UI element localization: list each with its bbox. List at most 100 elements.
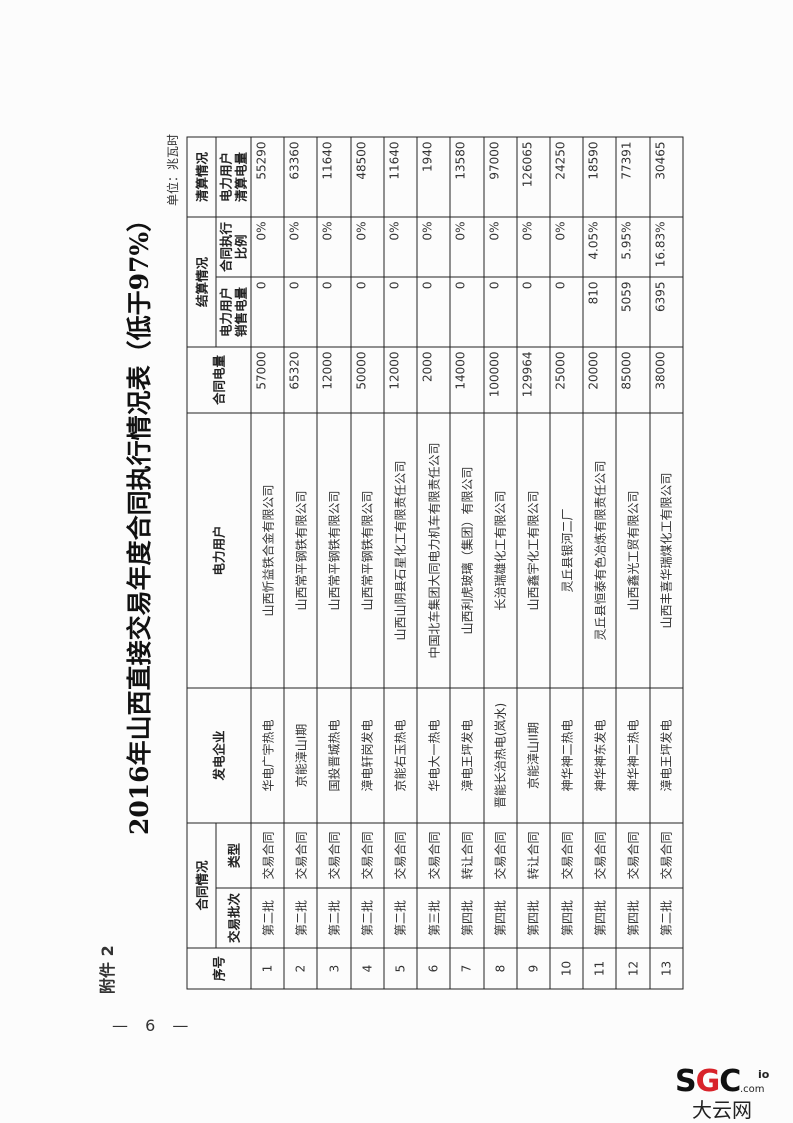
cell-contract: 2000 xyxy=(416,346,450,413)
table-row: 5 第二批 交易合同 京能右玉热电 山西山阴县石星化工有限责任公司 12000 0 0% 116… xyxy=(383,136,417,989)
cell-ratio: 0% xyxy=(250,216,284,277)
header-type: 类型 xyxy=(215,822,251,888)
cell-generator: 神华神二热电 xyxy=(549,687,583,823)
cell-cleared: 48500 xyxy=(350,136,384,217)
cell-contract: 14000 xyxy=(449,346,484,413)
cell-sold: 0 xyxy=(316,276,351,347)
cell-contract: 38000 xyxy=(649,346,683,413)
header-generator: 发电企业 xyxy=(186,687,251,823)
cell-batch: 第四批 xyxy=(549,887,583,948)
header-sold-volume: 电力用户 销售电量 xyxy=(215,276,251,347)
cell-seq: 5 xyxy=(383,947,417,989)
cell-customer: 山西丰喜华瑞煤化工有限公司 xyxy=(649,412,683,688)
cell-batch: 第二批 xyxy=(649,887,683,948)
cell-customer: 山西利虎玻璃（集团）有限公司 xyxy=(449,412,484,688)
cell-customer: 山西常平钢铁有限公司 xyxy=(283,412,317,688)
cell-contract: 12000 xyxy=(383,346,417,413)
logo-domain: .com xyxy=(740,1084,765,1095)
cell-customer: 中国北车集团大同电力机车有限责任公司 xyxy=(416,412,450,688)
cell-ratio: 0% xyxy=(350,216,384,277)
header-seq: 序号 xyxy=(186,947,251,989)
cell-customer: 山西常平钢铁有限公司 xyxy=(350,412,384,688)
cell-generator: 神华神二热电 xyxy=(615,687,650,823)
cell-type: 交易合同 xyxy=(483,822,517,888)
cell-cleared: 55290 xyxy=(250,136,284,217)
table-row: 1 第二批 交易合同 华电广宇热电 山西忻益铁合金有限公司 57000 0 0% 55290 xyxy=(250,136,284,989)
cell-contract: 25000 xyxy=(549,346,583,413)
cell-seq: 11 xyxy=(582,947,616,989)
cell-generator: 京能漳山I期 xyxy=(283,687,317,823)
cell-cleared: 11640 xyxy=(383,136,417,217)
cell-ratio: 0% xyxy=(283,216,317,277)
cell-generator: 京能漳山II期 xyxy=(516,687,550,823)
cell-type: 交易合同 xyxy=(582,822,616,888)
cell-ratio: 16.83% xyxy=(649,216,683,277)
table-row: 12 第四批 交易合同 神华神二热电 山西鑫光工贸有限公司 85000 5059 5.95% 7… xyxy=(615,136,650,989)
cell-generator: 漳电轩岗发电 xyxy=(350,687,384,823)
cell-seq: 7 xyxy=(449,947,484,989)
header-contract-volume: 合同电量 xyxy=(186,346,251,413)
table-row: 6 第三批 交易合同 华电大一热电 中国北车集团大同电力机车有限责任公司 2000 0 0% 1… xyxy=(416,136,450,989)
cell-generator: 神华神东发电 xyxy=(582,687,616,823)
cell-ratio: 0% xyxy=(516,216,550,277)
cell-seq: 6 xyxy=(416,947,450,989)
unit-label: 单位：兆瓦时 xyxy=(166,134,180,207)
cell-seq: 8 xyxy=(483,947,517,989)
cell-contract: 65320 xyxy=(283,346,317,413)
cell-type: 交易合同 xyxy=(383,822,417,888)
cell-batch: 第二批 xyxy=(283,887,317,948)
attachment-label: 附件 2 xyxy=(98,945,117,994)
cell-customer: 山西鑫宇化工有限公司 xyxy=(516,412,550,688)
table-row: 11 第四批 交易合同 神华神东发电 灵丘县恒泰有色冶炼有限责任公司 20000 810 4.… xyxy=(582,136,616,989)
cell-customer: 灵丘县银河二厂 xyxy=(549,412,583,688)
table-row: 2 第二批 交易合同 京能漳山I期 山西常平钢铁有限公司 65320 0 0% 63360 xyxy=(283,136,317,989)
logo-io: io xyxy=(758,1068,770,1081)
cell-seq: 10 xyxy=(549,947,583,989)
cell-customer: 山西忻益铁合金有限公司 xyxy=(250,412,284,688)
cell-seq: 3 xyxy=(316,947,351,989)
cell-ratio: 0% xyxy=(549,216,583,277)
cell-sold: 0 xyxy=(416,276,450,347)
cell-customer: 灵丘县恒泰有色冶炼有限责任公司 xyxy=(582,412,616,688)
cell-sold: 810 xyxy=(582,276,616,347)
cell-batch: 第三批 xyxy=(416,887,450,948)
table-row: 9 第四批 转让合同 京能漳山II期 山西鑫宇化工有限公司 129964 0 0% 126065 xyxy=(516,136,550,989)
cell-batch: 第四批 xyxy=(516,887,550,948)
page-number: — 6 — xyxy=(112,1016,195,1035)
cell-type: 交易合同 xyxy=(649,822,683,888)
cell-generator: 漳电王坪发电 xyxy=(449,687,484,823)
cell-generator: 漳电王坪发电 xyxy=(649,687,683,823)
cell-customer: 山西山阴县石星化工有限责任公司 xyxy=(383,412,417,688)
cell-customer: 山西常平钢铁有限公司 xyxy=(316,412,351,688)
header-exec-ratio: 合同执行 比例 xyxy=(215,216,251,277)
cell-type: 交易合同 xyxy=(350,822,384,888)
cell-contract: 57000 xyxy=(250,346,284,413)
cell-type: 转让合同 xyxy=(516,822,550,888)
cell-batch: 第二批 xyxy=(350,887,384,948)
cell-cleared: 11640 xyxy=(316,136,351,217)
table-row: 4 第二批 交易合同 漳电轩岗发电 山西常平钢铁有限公司 50000 0 0% 48500 xyxy=(350,136,384,989)
cell-sold: 0 xyxy=(250,276,284,347)
cell-seq: 9 xyxy=(516,947,550,989)
cell-sold: 0 xyxy=(483,276,517,347)
cell-customer: 长治瑞雄化工有限公司 xyxy=(483,412,517,688)
header-customer: 电力用户 xyxy=(186,412,251,688)
cell-seq: 2 xyxy=(283,947,317,989)
cell-batch: 第二批 xyxy=(383,887,417,948)
cell-sold: 0 xyxy=(449,276,484,347)
page-title: 2016年山西直接交易年度合同执行情况表（低于97%） xyxy=(125,206,154,835)
cell-batch: 第四批 xyxy=(582,887,616,948)
table-row: 10 第四批 交易合同 神华神二热电 灵丘县银河二厂 25000 0 0% 24250 xyxy=(549,136,583,989)
logo-mark: SGC xyxy=(675,1064,741,1099)
header-settlement-group: 结算情况 xyxy=(186,216,216,347)
cell-batch: 第四批 xyxy=(483,887,517,948)
cell-sold: 0 xyxy=(383,276,417,347)
cell-seq: 1 xyxy=(250,947,284,989)
cell-sold: 0 xyxy=(549,276,583,347)
cell-cleared: 63360 xyxy=(283,136,317,217)
cell-cleared: 18590 xyxy=(582,136,616,217)
cell-seq: 4 xyxy=(350,947,384,989)
table-row: 3 第二批 交易合同 国投晋城热电 山西常平钢铁有限公司 12000 0 0% 11640 xyxy=(316,136,351,989)
cell-ratio: 5.95% xyxy=(615,216,650,277)
cell-cleared: 13580 xyxy=(449,136,484,217)
